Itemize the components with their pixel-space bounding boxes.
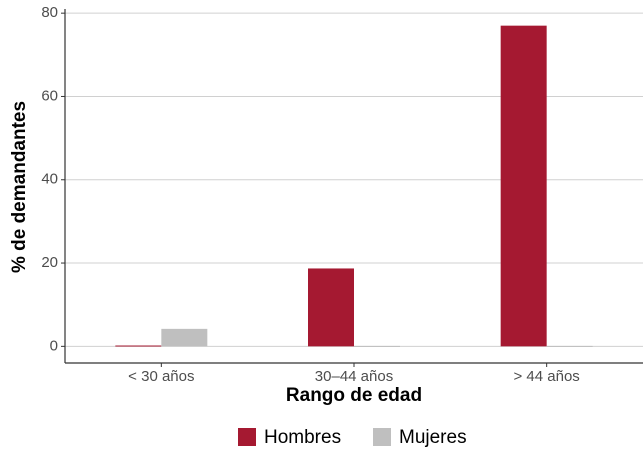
bar <box>546 345 593 347</box>
y-tick-label: 40 <box>41 171 58 188</box>
y-tick-label: 0 <box>50 337 58 354</box>
x-tick-label: < 30 años <box>128 368 194 385</box>
y-tick-label: 80 <box>41 4 58 21</box>
bar <box>354 345 400 347</box>
y-tick-label: 60 <box>41 87 58 104</box>
bar <box>308 268 354 347</box>
y-tick-label: 20 <box>41 254 58 271</box>
x-tick-label: > 44 años <box>514 368 580 385</box>
legend-swatch <box>238 428 256 446</box>
x-tick-label: 30–44 años <box>315 368 393 385</box>
y-axis-title: % de demandantes <box>9 101 30 273</box>
legend-swatch <box>373 428 391 446</box>
x-axis-title: Rango de edad <box>286 385 422 406</box>
bar <box>500 25 547 347</box>
legend-label: Hombres <box>264 427 341 448</box>
bar <box>115 345 162 347</box>
legend-label: Mujeres <box>399 427 467 448</box>
bar <box>161 328 208 347</box>
